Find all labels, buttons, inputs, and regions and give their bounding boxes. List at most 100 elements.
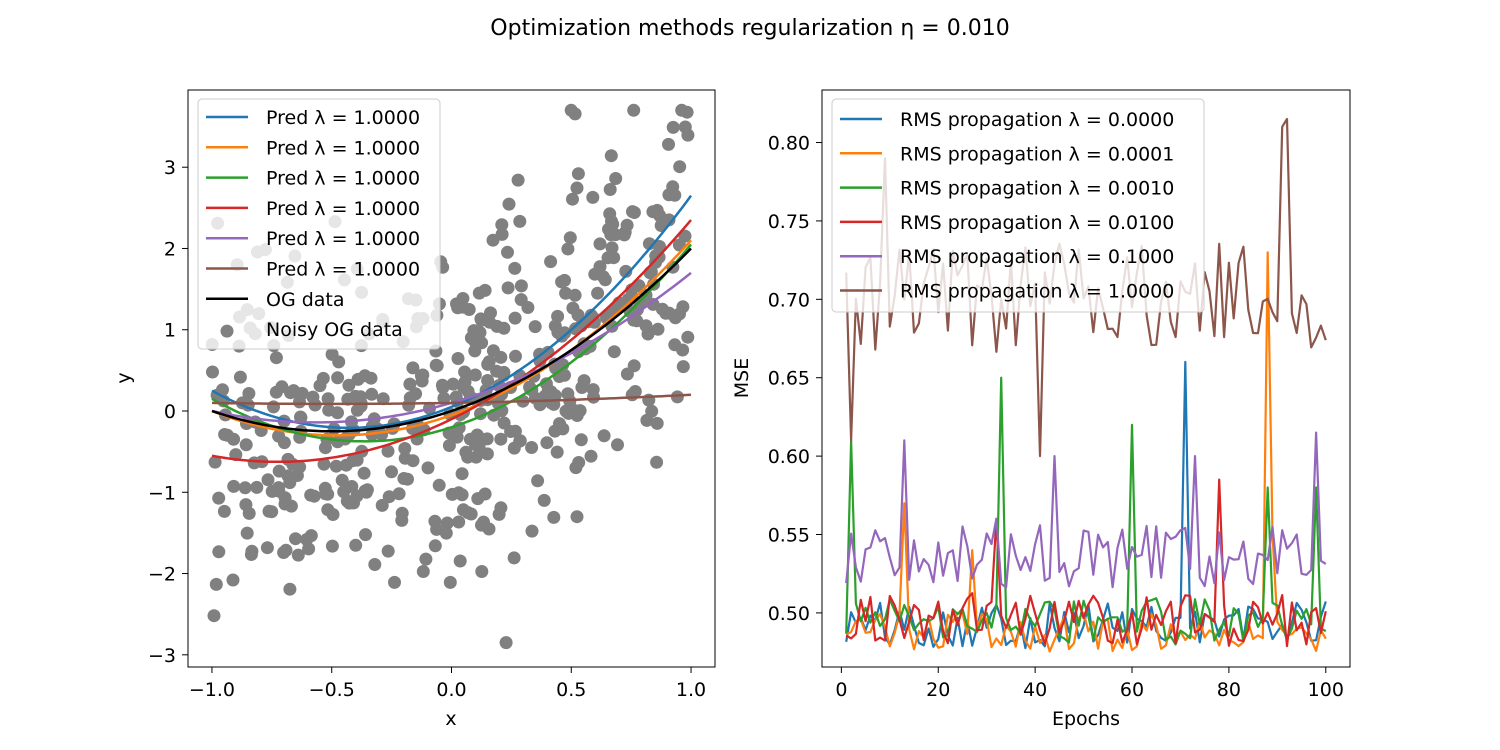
scatter-point [598, 273, 612, 287]
scatter-point [564, 103, 578, 117]
legend-swatch [220, 324, 234, 338]
scatter-point [421, 461, 435, 475]
scatter-point [272, 481, 286, 495]
scatter-point [331, 371, 345, 385]
y-tick-label: 0.70 [768, 289, 810, 311]
scatter-point [260, 541, 274, 555]
scatter-point [419, 552, 433, 566]
scatter-point [670, 390, 684, 404]
scatter-point [619, 264, 633, 278]
scatter-point [666, 120, 680, 134]
scatter-point [403, 391, 417, 405]
scatter-point [625, 388, 639, 402]
scatter-point [381, 444, 395, 458]
scatter-point [525, 441, 539, 454]
x-tick-label: 0 [835, 679, 847, 701]
scatter-point [461, 450, 475, 464]
scatter-point [642, 237, 656, 251]
scatter-point [406, 361, 420, 375]
scatter-point [375, 498, 389, 512]
scatter-point [284, 386, 297, 400]
scatter-point [467, 324, 481, 338]
prediction-curves [211, 194, 693, 464]
scatter-point [605, 214, 618, 228]
right-plot-frame [821, 89, 1351, 668]
scatter-point [673, 160, 687, 174]
scatter-point [563, 231, 577, 245]
left-axes: −1.0 −0.5 0.0 0.5 1.0 −3 −2 −1 0 1 2 3 x y Pred λ … [113, 89, 716, 730]
scatter-point [443, 575, 457, 589]
scatter-point [507, 551, 521, 565]
scatter-point [272, 464, 286, 478]
x-tick-label: 1.0 [676, 679, 706, 701]
scatter-point [398, 442, 412, 455]
scatter-point [289, 532, 302, 546]
legend-label: RMS propagation λ = 0.0010 [900, 178, 1174, 200]
scatter-point [508, 261, 522, 275]
scatter-point [604, 149, 618, 163]
scatter-point [511, 173, 525, 187]
scatter-point [502, 197, 516, 211]
scatter-point [673, 307, 686, 321]
x-tick-label: 100 [1308, 679, 1344, 701]
scatter-point [680, 105, 694, 119]
mse-series-line-4 [845, 478, 1327, 648]
scatter-point [388, 575, 401, 589]
scatter-point [446, 377, 460, 391]
legend-box [197, 98, 441, 350]
scatter-point [525, 524, 539, 538]
scatter-point [326, 508, 340, 521]
scatter-point [217, 504, 231, 518]
scatter-point [482, 522, 496, 536]
scatter-point [456, 292, 470, 305]
scatter-point [440, 516, 454, 530]
scatter-point [403, 377, 417, 391]
scatter-point [364, 371, 378, 385]
scatter-point [574, 433, 588, 447]
scatter-point [349, 538, 363, 552]
y-tick-label: 0 [164, 401, 176, 423]
scatter-point [240, 526, 254, 540]
scatter-point [662, 137, 675, 151]
scatter-point [509, 349, 522, 363]
scatter-point [345, 480, 359, 493]
scatter-point [455, 467, 469, 481]
scatter-point [242, 506, 256, 520]
scatter-point [350, 489, 364, 503]
scatter-point [561, 387, 575, 401]
scatter-point [283, 582, 297, 596]
scatter-point [452, 486, 466, 500]
right-x-ticks: 0 20 40 60 80 100 [835, 667, 1344, 701]
y-tick-label: 3 [164, 157, 176, 179]
scatter-point [650, 416, 664, 430]
scatter-point [212, 545, 226, 559]
scatter-point [630, 314, 644, 328]
scatter-point [415, 374, 429, 388]
scatter-point [662, 306, 676, 320]
scatter-point [646, 297, 660, 311]
scatter-point [474, 312, 488, 326]
scatter-point [495, 218, 509, 232]
scatter-point [325, 539, 339, 553]
scatter-point [481, 374, 495, 387]
scatter-point [570, 510, 584, 524]
x-tick-label: 0.5 [556, 679, 586, 701]
scatter-point [325, 347, 339, 361]
scatter-point [359, 528, 372, 542]
scatter-point [573, 404, 587, 418]
scatter-point [495, 227, 509, 241]
scatter-point [262, 504, 276, 518]
scatter-point [681, 330, 695, 344]
mse-series-line-5 [845, 431, 1327, 589]
scatter-point [461, 506, 475, 520]
scatter-point [676, 343, 690, 357]
scatter-point [242, 387, 256, 400]
scatter-point [382, 490, 396, 504]
scatter-point [651, 322, 665, 336]
right-y-ticks: 0.50 0.55 0.60 0.65 0.70 0.75 0.80 [768, 133, 822, 625]
scatter-point [277, 436, 291, 450]
scatter-point [591, 286, 605, 300]
scatter-point [350, 403, 364, 417]
scatter-point [357, 466, 371, 480]
left-legend: Pred λ = 1.0000 Pred λ = 1.0000 Pred λ = 1… [197, 98, 441, 350]
